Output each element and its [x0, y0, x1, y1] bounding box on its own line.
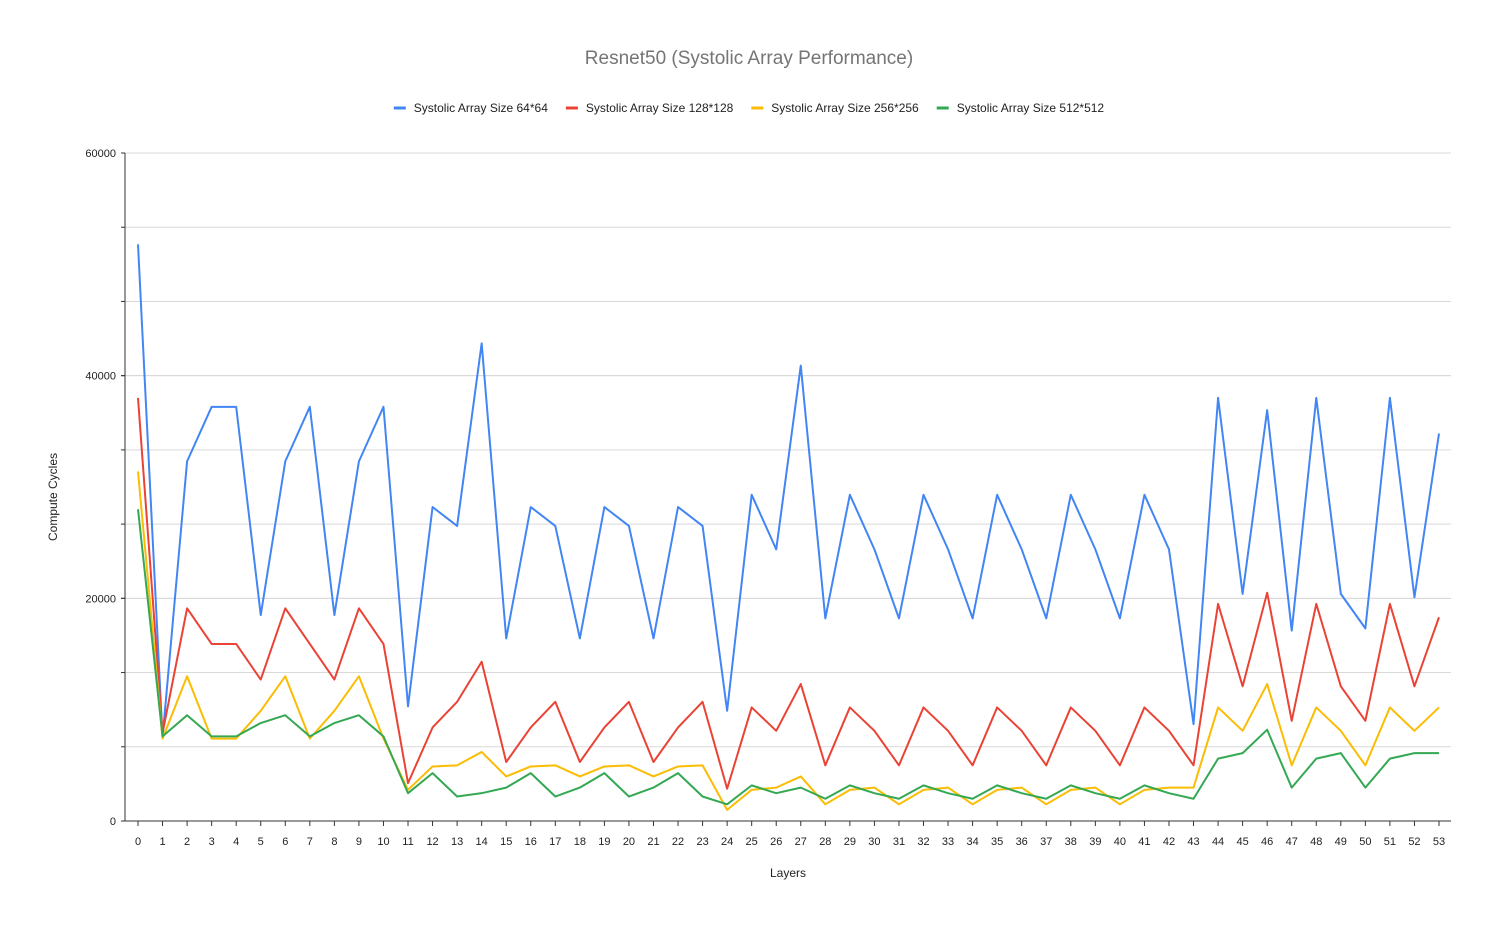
legend-item-3: Systolic Array Size 256*256	[751, 101, 919, 115]
x-tick-label: 12	[426, 836, 438, 848]
x-tick-label: 16	[525, 836, 537, 848]
x-tick-label: 50	[1359, 836, 1371, 848]
x-tick-label: 19	[598, 836, 610, 848]
x-tick-label: 53	[1433, 836, 1445, 848]
legend: Systolic Array Size 64*64 Systolic Array …	[393, 101, 1105, 115]
x-tick-label: 36	[1016, 836, 1028, 848]
x-tick-label: 1	[159, 836, 165, 848]
x-tick-label: 13	[451, 836, 463, 848]
legend-item-2: Systolic Array Size 128*128	[565, 101, 734, 115]
x-tick-label: 2	[184, 836, 190, 848]
x-tick-label: 30	[868, 836, 880, 848]
x-tick-label: 18	[574, 836, 586, 848]
x-tick-label: 32	[917, 836, 929, 848]
x-tick-label: 28	[819, 836, 831, 848]
x-tick-label: 33	[942, 836, 954, 848]
x-tick-label: 5	[258, 836, 264, 848]
x-tick-label: 8	[331, 836, 337, 848]
x-tick-label: 10	[377, 836, 389, 848]
x-tick-label: 21	[647, 836, 659, 848]
x-tick-label: 38	[1065, 836, 1077, 848]
x-tick-label: 20	[623, 836, 635, 848]
x-tick-label: 34	[966, 836, 978, 848]
x-tick-label: 25	[746, 836, 758, 848]
x-tick-label: 40	[1114, 836, 1126, 848]
x-tick-label: 3	[209, 836, 215, 848]
x-tick-label: 48	[1310, 836, 1322, 848]
x-tick-label: 29	[844, 836, 856, 848]
x-tick-label: 11	[402, 836, 413, 848]
x-tick-label: 22	[672, 836, 684, 848]
y-tick-label: 20000	[85, 593, 116, 605]
x-tick-label: 41	[1138, 836, 1150, 848]
x-tick-label: 45	[1236, 836, 1248, 848]
x-tick-label: 6	[282, 836, 288, 848]
legend-label: Systolic Array Size 256*256	[771, 101, 919, 115]
x-tick-label: 51	[1384, 836, 1396, 848]
legend-label: Systolic Array Size 512*512	[957, 101, 1105, 115]
x-tick-label: 23	[696, 836, 708, 848]
x-tick-label: 39	[1089, 836, 1101, 848]
x-tick-label: 37	[1040, 836, 1052, 848]
x-tick-label: 24	[721, 836, 733, 848]
x-tick-label: 17	[549, 836, 561, 848]
x-tick-label: 43	[1187, 836, 1199, 848]
x-tick-label: 26	[770, 836, 782, 848]
legend-item-4: Systolic Array Size 512*512	[936, 101, 1105, 115]
x-tick-label: 42	[1163, 836, 1175, 848]
x-tick-label: 52	[1408, 836, 1420, 848]
series-line-4	[137, 509, 1439, 806]
x-axis-label: Layers	[770, 866, 806, 880]
series-lines	[137, 244, 1440, 811]
x-tick-label: 27	[795, 836, 807, 848]
legend-label: Systolic Array Size 64*64	[414, 101, 548, 115]
chart-title: Resnet50 (Systolic Array Performance)	[585, 48, 913, 69]
legend-label: Systolic Array Size 128*128	[586, 101, 734, 115]
y-tick-label: 40000	[85, 371, 116, 383]
x-tick-label: 46	[1261, 836, 1273, 848]
x-tick-label: 15	[500, 836, 512, 848]
y-tick-label: 0	[110, 816, 116, 828]
x-tick-label: 9	[356, 836, 362, 848]
series-line-3	[137, 471, 1440, 811]
x-tick-label: 35	[991, 836, 1003, 848]
gridlines	[125, 152, 1451, 748]
x-tick-label: 44	[1212, 836, 1224, 848]
x-tick-label: 4	[233, 836, 239, 848]
x-tick-label: 0	[135, 836, 141, 848]
x-tick-label: 31	[893, 836, 905, 848]
x-tick-label: 14	[476, 836, 488, 848]
x-tick-label: 7	[307, 836, 313, 848]
series-line-2	[137, 397, 1440, 790]
x-tick-label: 47	[1286, 836, 1298, 848]
y-axis-label: Compute Cycles	[46, 453, 60, 541]
legend-item-1: Systolic Array Size 64*64	[393, 101, 548, 115]
x-tick-label: 49	[1335, 836, 1347, 848]
y-tick-label: 60000	[85, 148, 116, 160]
series-line-1	[137, 244, 1440, 739]
